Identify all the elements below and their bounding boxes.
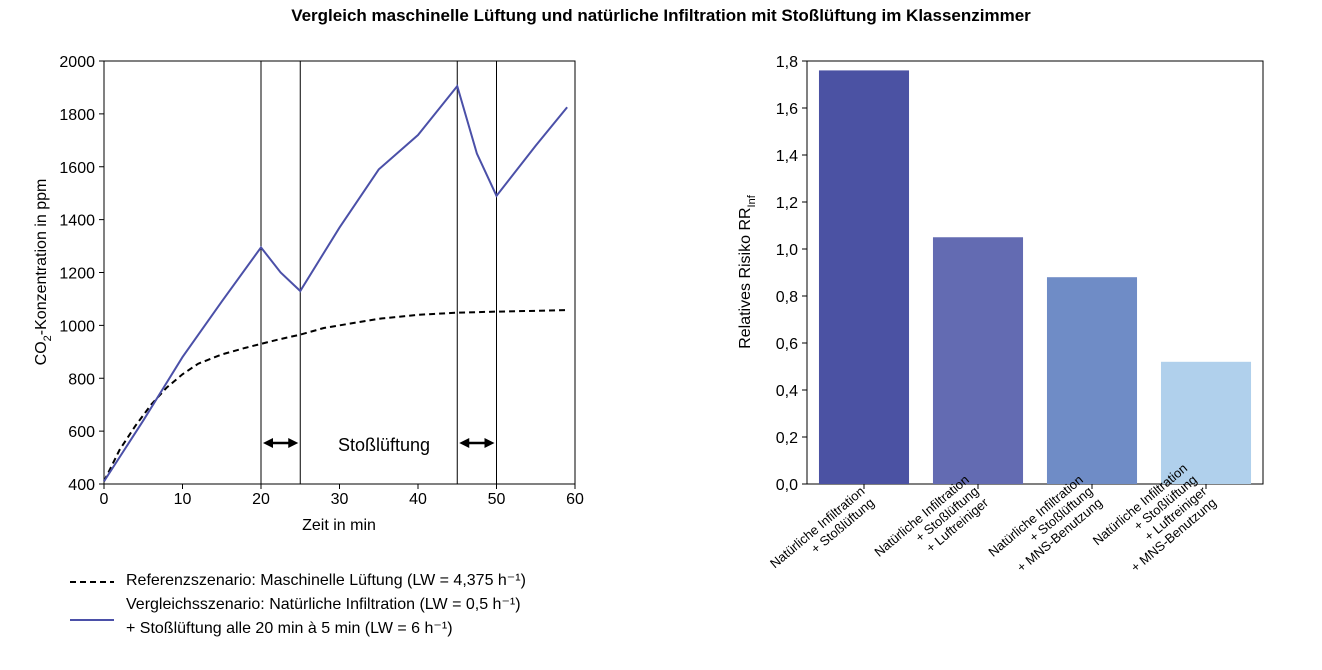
arrow-head-right-1 — [484, 438, 495, 449]
arrow-head-left-1 — [459, 438, 470, 449]
bar-2 — [1046, 277, 1138, 484]
legend-text-comparison-line2: + Stoßlüftung alle 20 min à 5 min (LW = … — [126, 620, 453, 637]
bar-y-tick-label: 0,2 — [776, 430, 798, 447]
y-tick-label: 1800 — [59, 107, 95, 124]
bar-y-axis-label: Relatives Risiko RRInf — [737, 194, 758, 349]
arrow-head-right-0 — [288, 438, 299, 449]
y-tick-label: 1600 — [59, 160, 95, 177]
x-tick-label: 60 — [566, 491, 584, 508]
bar-y-tick-label: 1,0 — [776, 242, 798, 259]
bar-category-label-2: Natürliche Infiltration+ Stoßlüftung+ MN… — [985, 472, 1105, 575]
x-tick-label: 40 — [409, 491, 427, 508]
bar-y-tick-label: 1,8 — [776, 54, 798, 71]
y-tick-label: 1400 — [59, 213, 95, 230]
y-tick-label: 800 — [68, 371, 95, 388]
legend-text-reference: Referenzszenario: Maschinelle Lüftung (L… — [126, 572, 526, 589]
series-line-1 — [103, 83, 568, 482]
legend-dashed-swatch — [70, 581, 114, 583]
legend-text-comparison-line1: Vergleichsszenario: Natürliche Infiltrat… — [126, 596, 521, 613]
bar-chart: 0,0 0,2 0,4 0,6 0,8 1,0 1,2 1,4 1,6 1,8 Relatives… — [737, 54, 1264, 575]
bar-category-label-0: Natürliche Infiltration+ Stoßlüftung — [767, 483, 877, 571]
bar-0 — [818, 70, 910, 485]
x-tick-label: 30 — [331, 491, 349, 508]
bar-y-tick-label: 1,2 — [776, 195, 798, 212]
bar-y-tick-label: 0,6 — [776, 336, 798, 353]
x-tick-label: 20 — [252, 491, 270, 508]
series-line-0 — [103, 309, 568, 482]
y-tick-label: 400 — [68, 477, 95, 494]
line-y-axis-label: CO2-Konzentration in ppm — [33, 179, 54, 366]
bar-y-tick-label: 0,4 — [776, 383, 798, 400]
x-tick-label: 50 — [488, 491, 506, 508]
line-x-axis-label: Zeit in min — [302, 517, 376, 534]
chart-title: Vergleich maschinelle Lüftung und natürl… — [291, 6, 1031, 25]
stosslueftung-annotation: Stoßlüftung — [338, 435, 430, 455]
y-tick-label: 1000 — [59, 318, 95, 335]
legend-solid-swatch — [70, 619, 114, 621]
line-chart: 0 10 20 30 40 50 60 400 600 800 1000 1200 1400 1600 18… — [33, 54, 584, 534]
y-tick-label: 2000 — [59, 54, 95, 71]
bar-y-tick-label: 1,4 — [776, 148, 798, 165]
y-tick-label: 1200 — [59, 266, 95, 283]
x-tick-label: 10 — [174, 491, 192, 508]
bar-3 — [1160, 361, 1252, 484]
bar-category-line: Natürliche Infiltration — [767, 483, 867, 571]
line-plot-area — [103, 60, 576, 485]
y-tick-label: 600 — [68, 424, 95, 441]
bar-plot-area — [806, 60, 1264, 485]
bar-y-tick-label: 1,6 — [776, 101, 798, 118]
bar-y-tick-label: 0,0 — [776, 477, 798, 494]
bar-1 — [932, 237, 1024, 484]
x-tick-label: 0 — [100, 491, 109, 508]
bar-y-tick-label: 0,8 — [776, 289, 798, 306]
bar-category-label-1: Natürliche Infiltration+ Stoßlüftung+ Lu… — [871, 472, 991, 560]
arrow-head-left-0 — [263, 438, 273, 449]
